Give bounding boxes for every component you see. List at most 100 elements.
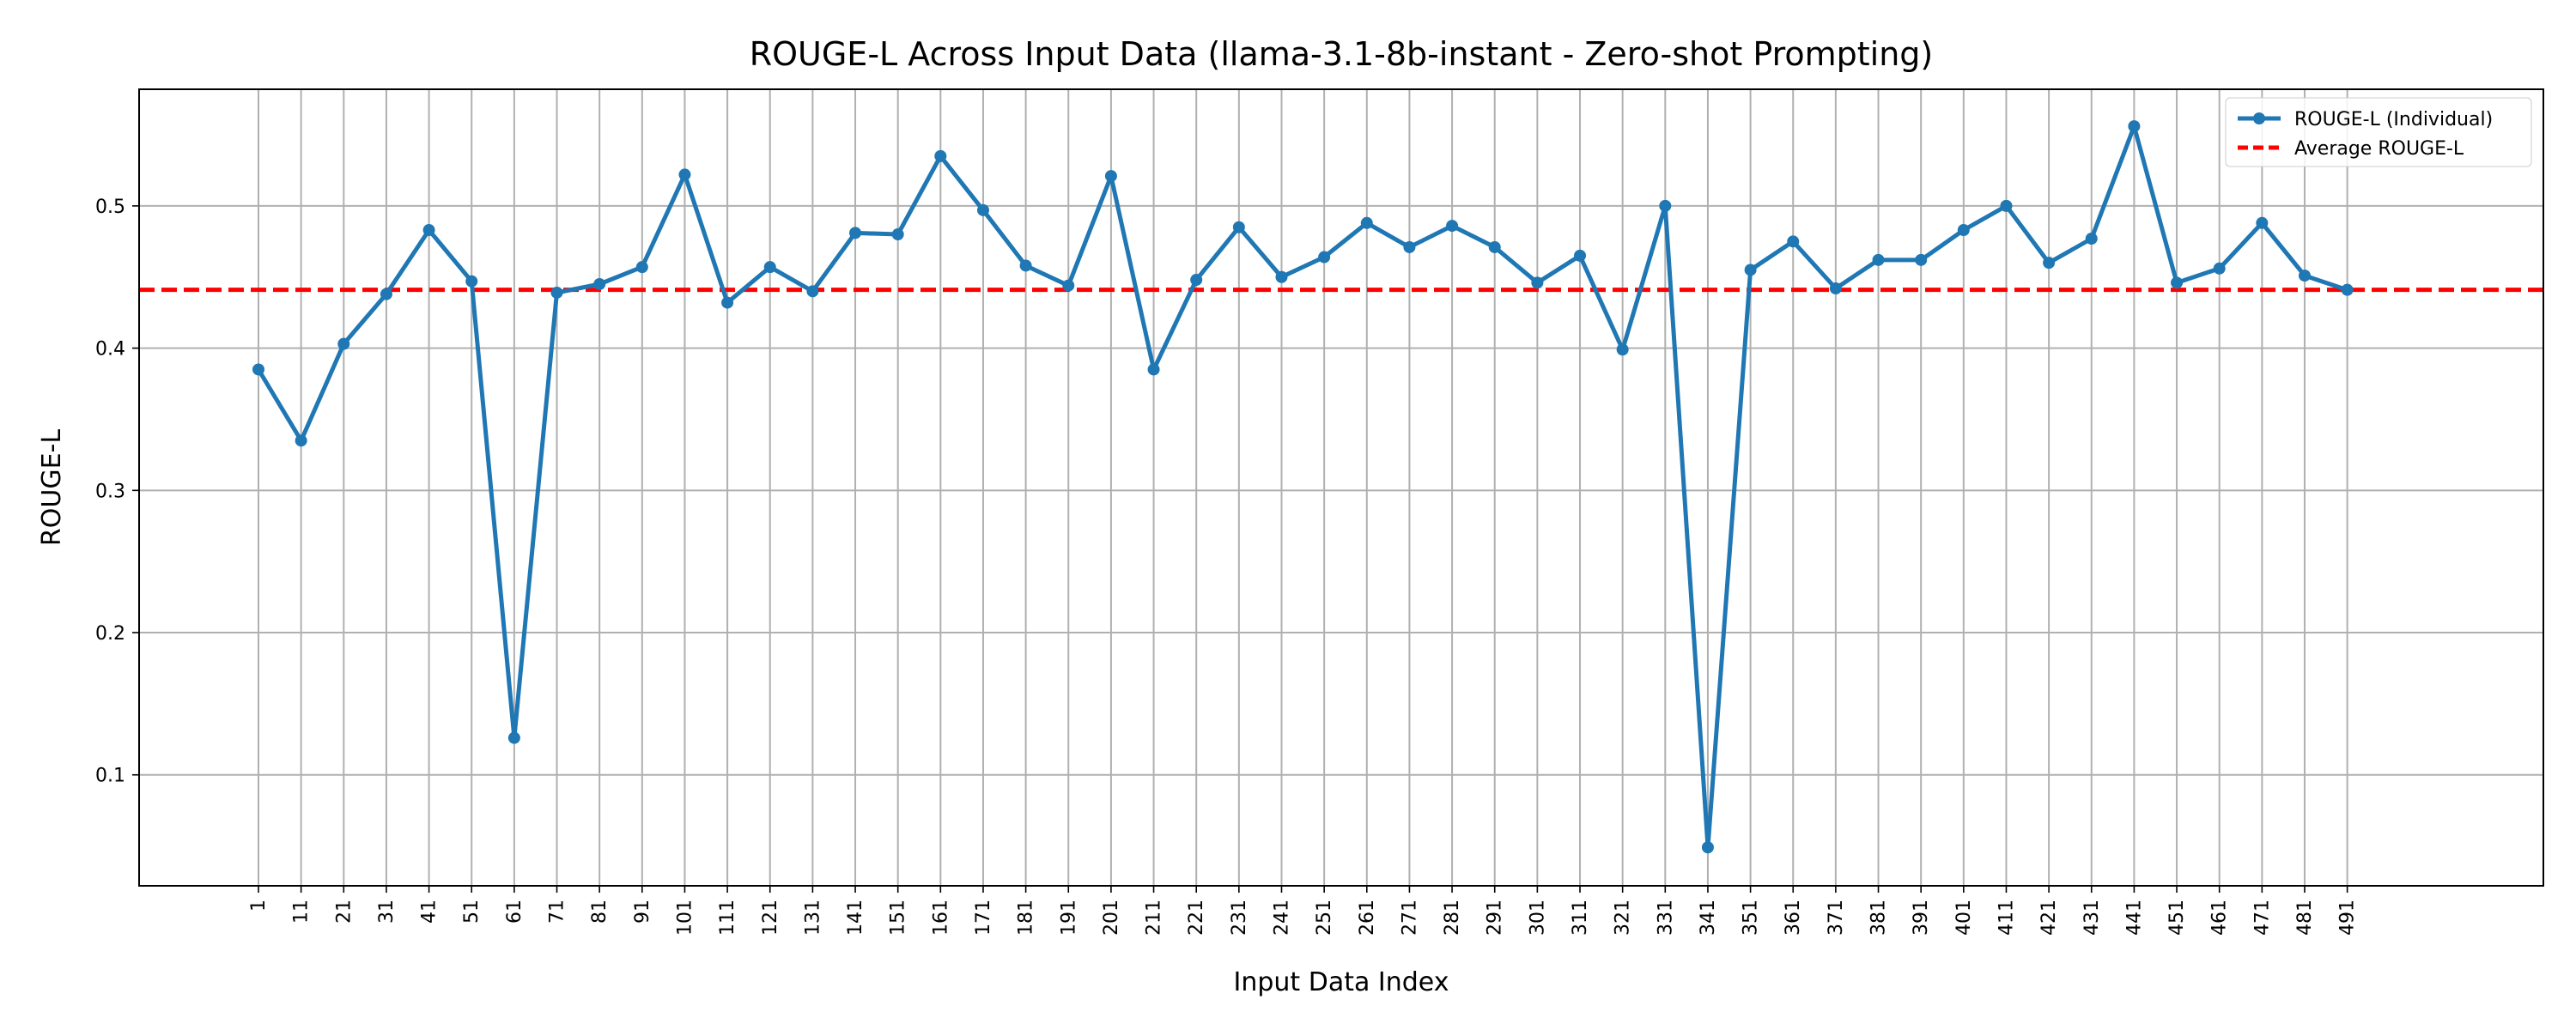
data-point: [2000, 199, 2013, 212]
data-point: [2213, 262, 2226, 275]
data-point: [1446, 220, 1459, 233]
x-tick-label: 441: [2123, 900, 2145, 936]
x-tick-label: 11: [291, 900, 313, 924]
data-point: [422, 224, 435, 237]
x-tick-label: 401: [1953, 900, 1975, 936]
x-tick-label: 351: [1741, 900, 1762, 936]
data-point: [550, 286, 563, 299]
y-axis-ticks: 0.1 0.2 0.3 0.4 0.5: [95, 197, 139, 787]
data-point: [1701, 841, 1714, 854]
x-tick-label: 231: [1229, 900, 1250, 936]
x-tick-label: 481: [2294, 900, 2316, 936]
legend-average-label: Average ROUGE-L: [2294, 138, 2464, 160]
data-point: [635, 261, 648, 274]
data-point: [2256, 216, 2269, 229]
data-point: [1232, 221, 1245, 233]
legend-series-marker: [2253, 112, 2265, 124]
x-tick-label: 131: [802, 900, 823, 936]
data-point: [1787, 235, 1800, 248]
x-tick-label: 121: [760, 900, 781, 936]
data-point: [1190, 274, 1203, 287]
x-tick-label: 411: [1996, 900, 2017, 936]
series-line: [256, 124, 2348, 850]
y-tick-label: 0.1: [95, 766, 125, 787]
x-tick-label: 181: [1016, 900, 1037, 936]
x-tick-label: 321: [1613, 900, 1634, 936]
data-point: [976, 203, 989, 216]
x-tick-label: 211: [1144, 900, 1165, 936]
data-point: [678, 168, 691, 181]
x-tick-label: 451: [2166, 900, 2188, 936]
data-point: [380, 288, 392, 300]
data-point: [1531, 276, 1544, 289]
data-point: [2128, 120, 2141, 133]
data-point: [1104, 170, 1117, 183]
data-points: [252, 120, 2354, 854]
data-point: [1318, 251, 1331, 264]
data-point: [2298, 270, 2311, 282]
x-tick-label: 241: [1271, 900, 1292, 936]
x-tick-label: 221: [1186, 900, 1207, 936]
legend: ROUGE-L (Individual) Average ROUGE-L: [2225, 97, 2532, 167]
data-point: [1403, 240, 1416, 253]
data-point: [1019, 259, 1032, 272]
plot-frame: [138, 88, 2544, 887]
x-tick-label: 291: [1485, 900, 1506, 936]
y-tick-label: 0.5: [95, 197, 125, 218]
data-point: [2341, 283, 2354, 296]
x-tick-label: 301: [1527, 900, 1548, 936]
x-tick-label: 381: [1868, 900, 1890, 936]
data-point: [2085, 233, 2098, 245]
data-point: [1574, 249, 1587, 262]
legend-box: [2225, 97, 2532, 167]
x-tick-label: 281: [1442, 900, 1463, 936]
data-point: [2043, 257, 2056, 270]
data-point: [1147, 363, 1160, 376]
data-point: [1275, 270, 1288, 283]
data-point: [2171, 276, 2184, 289]
data-point: [507, 731, 520, 744]
x-tick-label: 41: [419, 900, 440, 924]
data-point: [934, 149, 947, 162]
x-tick-label: 311: [1570, 900, 1591, 936]
x-tick-label: 71: [547, 900, 568, 924]
data-point: [806, 285, 819, 298]
x-tick-label: 101: [674, 900, 696, 936]
x-tick-label: 91: [632, 900, 653, 924]
data-point: [891, 228, 904, 241]
x-axis-title: Input Data Index: [1234, 967, 1449, 997]
x-tick-label: 431: [2081, 900, 2103, 936]
x-tick-label: 491: [2337, 900, 2359, 936]
data-point: [849, 227, 862, 239]
legend-series-label: ROUGE-L (Individual): [2294, 109, 2493, 130]
x-tick-label: 81: [589, 900, 611, 924]
y-tick-label: 0.3: [95, 481, 125, 502]
chart-title: ROUGE-L Across Input Data (llama-3.1-8b-…: [750, 35, 1934, 73]
x-tick-label: 1: [248, 900, 270, 912]
y-tick-label: 0.4: [95, 339, 125, 360]
data-point: [465, 275, 478, 288]
x-tick-label: 61: [504, 900, 526, 924]
data-point: [1872, 253, 1885, 266]
x-tick-label: 141: [845, 900, 866, 936]
data-point: [1616, 343, 1629, 356]
x-tick-label: 51: [461, 900, 483, 924]
x-tick-label: 361: [1783, 900, 1804, 936]
data-point: [721, 296, 734, 309]
data-point: [1062, 279, 1075, 292]
y-tick-label: 0.2: [95, 623, 125, 645]
data-point: [763, 261, 776, 274]
x-tick-label: 191: [1058, 900, 1079, 936]
x-tick-label: 461: [2209, 900, 2231, 936]
data-point: [1915, 253, 1928, 266]
x-tick-label: 331: [1655, 900, 1676, 936]
data-point: [593, 278, 606, 291]
data-point: [1957, 224, 1970, 237]
x-tick-label: 161: [930, 900, 951, 936]
y-axis-title: ROUGE-L: [37, 429, 67, 546]
data-point: [1488, 240, 1501, 253]
x-tick-label: 421: [2038, 900, 2060, 936]
x-tick-label: 371: [1826, 900, 1847, 936]
x-axis-ticks: 1 11 21 31 41 51 61 71 81 91 101 111 121 131 141 151 161…: [248, 886, 2359, 936]
